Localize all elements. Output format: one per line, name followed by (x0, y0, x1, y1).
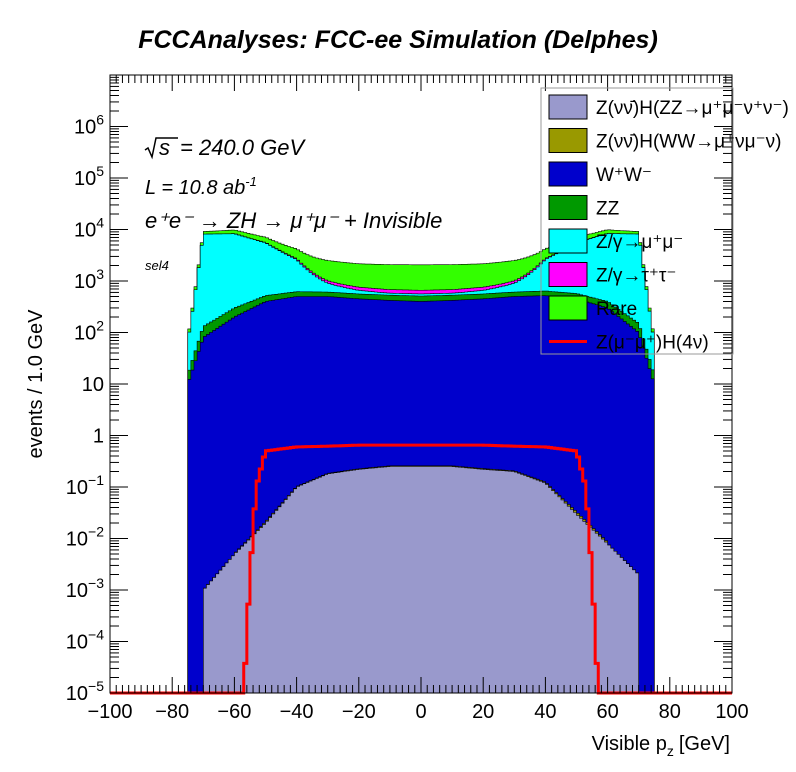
y-tick-label: 10 (82, 374, 104, 396)
x-tick-label: 100 (715, 701, 748, 723)
annotations: s = 240.0 GeV L = 10.8 ab-1 e⁺e⁻ → ZH → … (144, 135, 442, 273)
legend: Z(νν̄)H(ZZ→μ⁺μ⁻ν⁺ν⁻) Z(νν̄)H(WW→μ⁺νμ⁻ν) W⁺… (540, 87, 789, 355)
legend-entry-z-h-ww-1: Z(νν̄)H(WW→μ⁺νμ⁻ν) (548, 128, 781, 153)
y-tick-label: 10−5 (66, 678, 104, 705)
y-tick-label: 10−4 (66, 627, 104, 654)
x-tick-label: 80 (659, 701, 681, 723)
legend-label: Z/γ→τ⁺τ⁻ (596, 266, 676, 287)
legend-swatch (548, 262, 588, 287)
y-tick-label: 103 (74, 266, 104, 293)
x-tick-label: −80 (155, 701, 189, 723)
sqrt-s-variable: s (159, 135, 170, 160)
x-tick-label: 0 (415, 701, 426, 723)
y-tick-label: 102 (74, 318, 104, 345)
process-label: e⁺e⁻ → ZH → μ⁺μ⁻ + Invisible (145, 208, 442, 233)
legend-entry-z-h-zz-0: Z(νν̄)H(ZZ→μ⁺μ⁻ν⁺ν⁻) (548, 94, 789, 120)
sqrt-symbol (144, 137, 178, 160)
legend-label: Z/γ→μ⁺μ⁻ (596, 232, 683, 253)
legend-swatch (548, 228, 588, 254)
y-tick-label: 10−3 (66, 575, 104, 602)
legend-label: ZZ (596, 199, 620, 220)
lumi-label-main: L = 10.8 ab (145, 177, 245, 199)
signal-line (110, 443, 732, 695)
x-tick-label: 60 (596, 701, 618, 723)
legend-entry-w-w-2: W⁺W⁻ (548, 161, 652, 187)
legend-swatch (548, 295, 588, 321)
x-axis-label-main: Visible p (592, 733, 667, 755)
legend-entry-z-4: Z/γ→μ⁺μ⁻ (548, 228, 683, 254)
y-tick-label: 105 (74, 163, 104, 190)
legend-entry-rare-6: Rare (548, 295, 637, 321)
y-tick-label: 1 (93, 426, 104, 448)
legend-swatch (548, 161, 588, 187)
stack-area-z-h-zz-0 (110, 466, 732, 694)
x-axis-label-sub: z (667, 743, 674, 759)
x-tick-label: −100 (87, 701, 132, 723)
legend-box (540, 87, 734, 355)
legend-label: Rare (596, 299, 637, 320)
legend-swatch (548, 128, 588, 153)
chart-title: FCCAnalyses: FCC-ee Simulation (Delphes) (138, 26, 658, 54)
x-tick-label: −60 (217, 701, 251, 723)
legend-entry-zz-3: ZZ (548, 195, 620, 220)
lumi-label: L = 10.8 ab-1 (145, 174, 257, 199)
legend-swatch (548, 94, 588, 120)
sqrt-s-value: = 240.0 GeV (180, 135, 306, 160)
y-tick-label: 10−1 (66, 472, 104, 499)
legend-swatch (548, 195, 588, 220)
axes: −100 −80 −60 −40 −20 0 20 40 60 80 100 10−5 10−4 10−3… (66, 74, 749, 723)
lumi-label-exponent: -1 (245, 174, 257, 189)
legend-entry-z-5: Z/γ→τ⁺τ⁻ (548, 262, 676, 287)
x-tick-label: 20 (472, 701, 494, 723)
y-tick-label: 104 (74, 215, 104, 242)
legend-label: Z(νν̄)H(ZZ→μ⁺μ⁻ν⁺ν⁻) (596, 98, 789, 119)
y-tick-label: 10−2 (66, 524, 104, 551)
x-tick-label: −40 (280, 701, 314, 723)
x-axis-label-unit: [GeV] (679, 733, 730, 755)
legend-label: W⁺W⁻ (596, 165, 652, 186)
x-axis-label: Visible pz [GeV] (592, 733, 730, 759)
selection-label: sel4 (145, 258, 169, 273)
x-tick-label: −20 (342, 701, 376, 723)
signal-layer (110, 443, 732, 695)
legend-label: Z(μ⁻μ⁺)H(4ν) (596, 333, 709, 354)
x-tick-label: 40 (534, 701, 556, 723)
sqrt-s-label: s = 240.0 GeV (144, 135, 306, 160)
y-tick-label: 106 (74, 112, 104, 139)
stacked-histograms (110, 229, 732, 694)
legend-label: Z(νν̄)H(WW→μ⁺νμ⁻ν) (596, 132, 781, 153)
y-axis-label: events / 1.0 GeV (25, 309, 47, 459)
legend-entry-z-h-4-7: Z(μ⁻μ⁺)H(4ν) (549, 333, 709, 354)
